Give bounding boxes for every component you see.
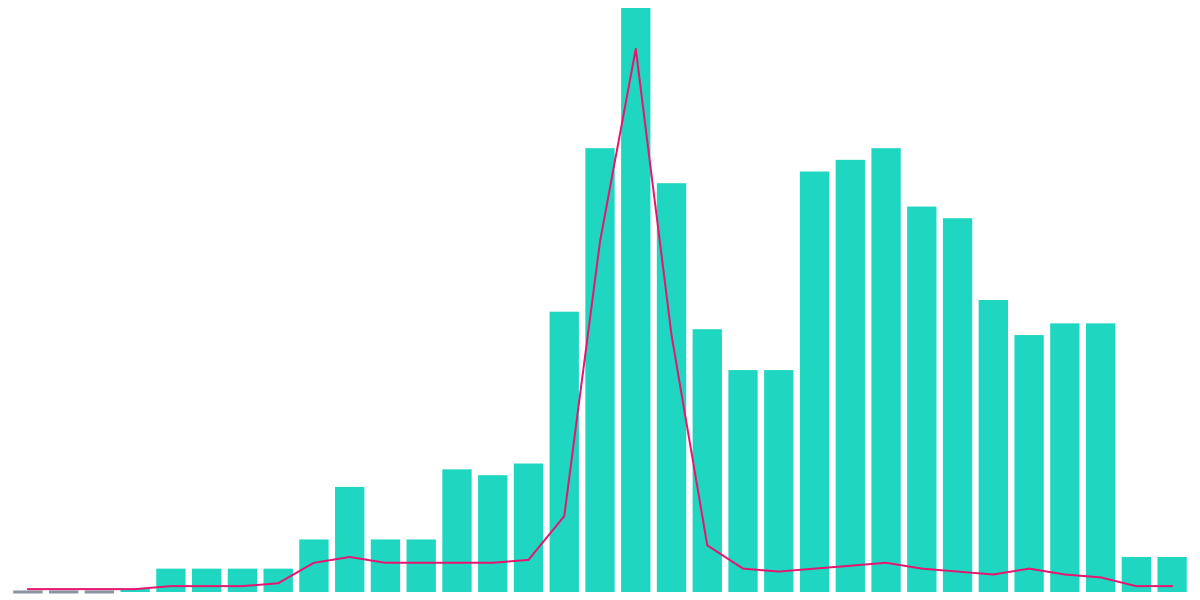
bar <box>728 370 757 592</box>
bar <box>1050 323 1079 592</box>
bar <box>943 218 972 592</box>
bar <box>1014 335 1043 592</box>
bar <box>335 487 364 592</box>
bar <box>264 569 293 592</box>
bar <box>871 148 900 592</box>
bar <box>371 539 400 592</box>
bar <box>621 8 650 592</box>
bar <box>514 464 543 592</box>
combo-chart <box>0 0 1200 600</box>
bar <box>1086 323 1115 592</box>
bar <box>907 207 936 592</box>
bar <box>585 148 614 592</box>
bar <box>299 539 328 592</box>
bar <box>657 183 686 592</box>
bar <box>156 569 185 592</box>
chart-canvas <box>0 0 1200 600</box>
bar <box>192 569 221 592</box>
bar <box>478 475 507 592</box>
bar <box>836 160 865 592</box>
bar <box>764 370 793 592</box>
bar <box>228 569 257 592</box>
bar <box>550 312 579 592</box>
bar <box>442 469 471 592</box>
bar <box>800 172 829 592</box>
bar <box>979 300 1008 592</box>
bar <box>407 539 436 592</box>
